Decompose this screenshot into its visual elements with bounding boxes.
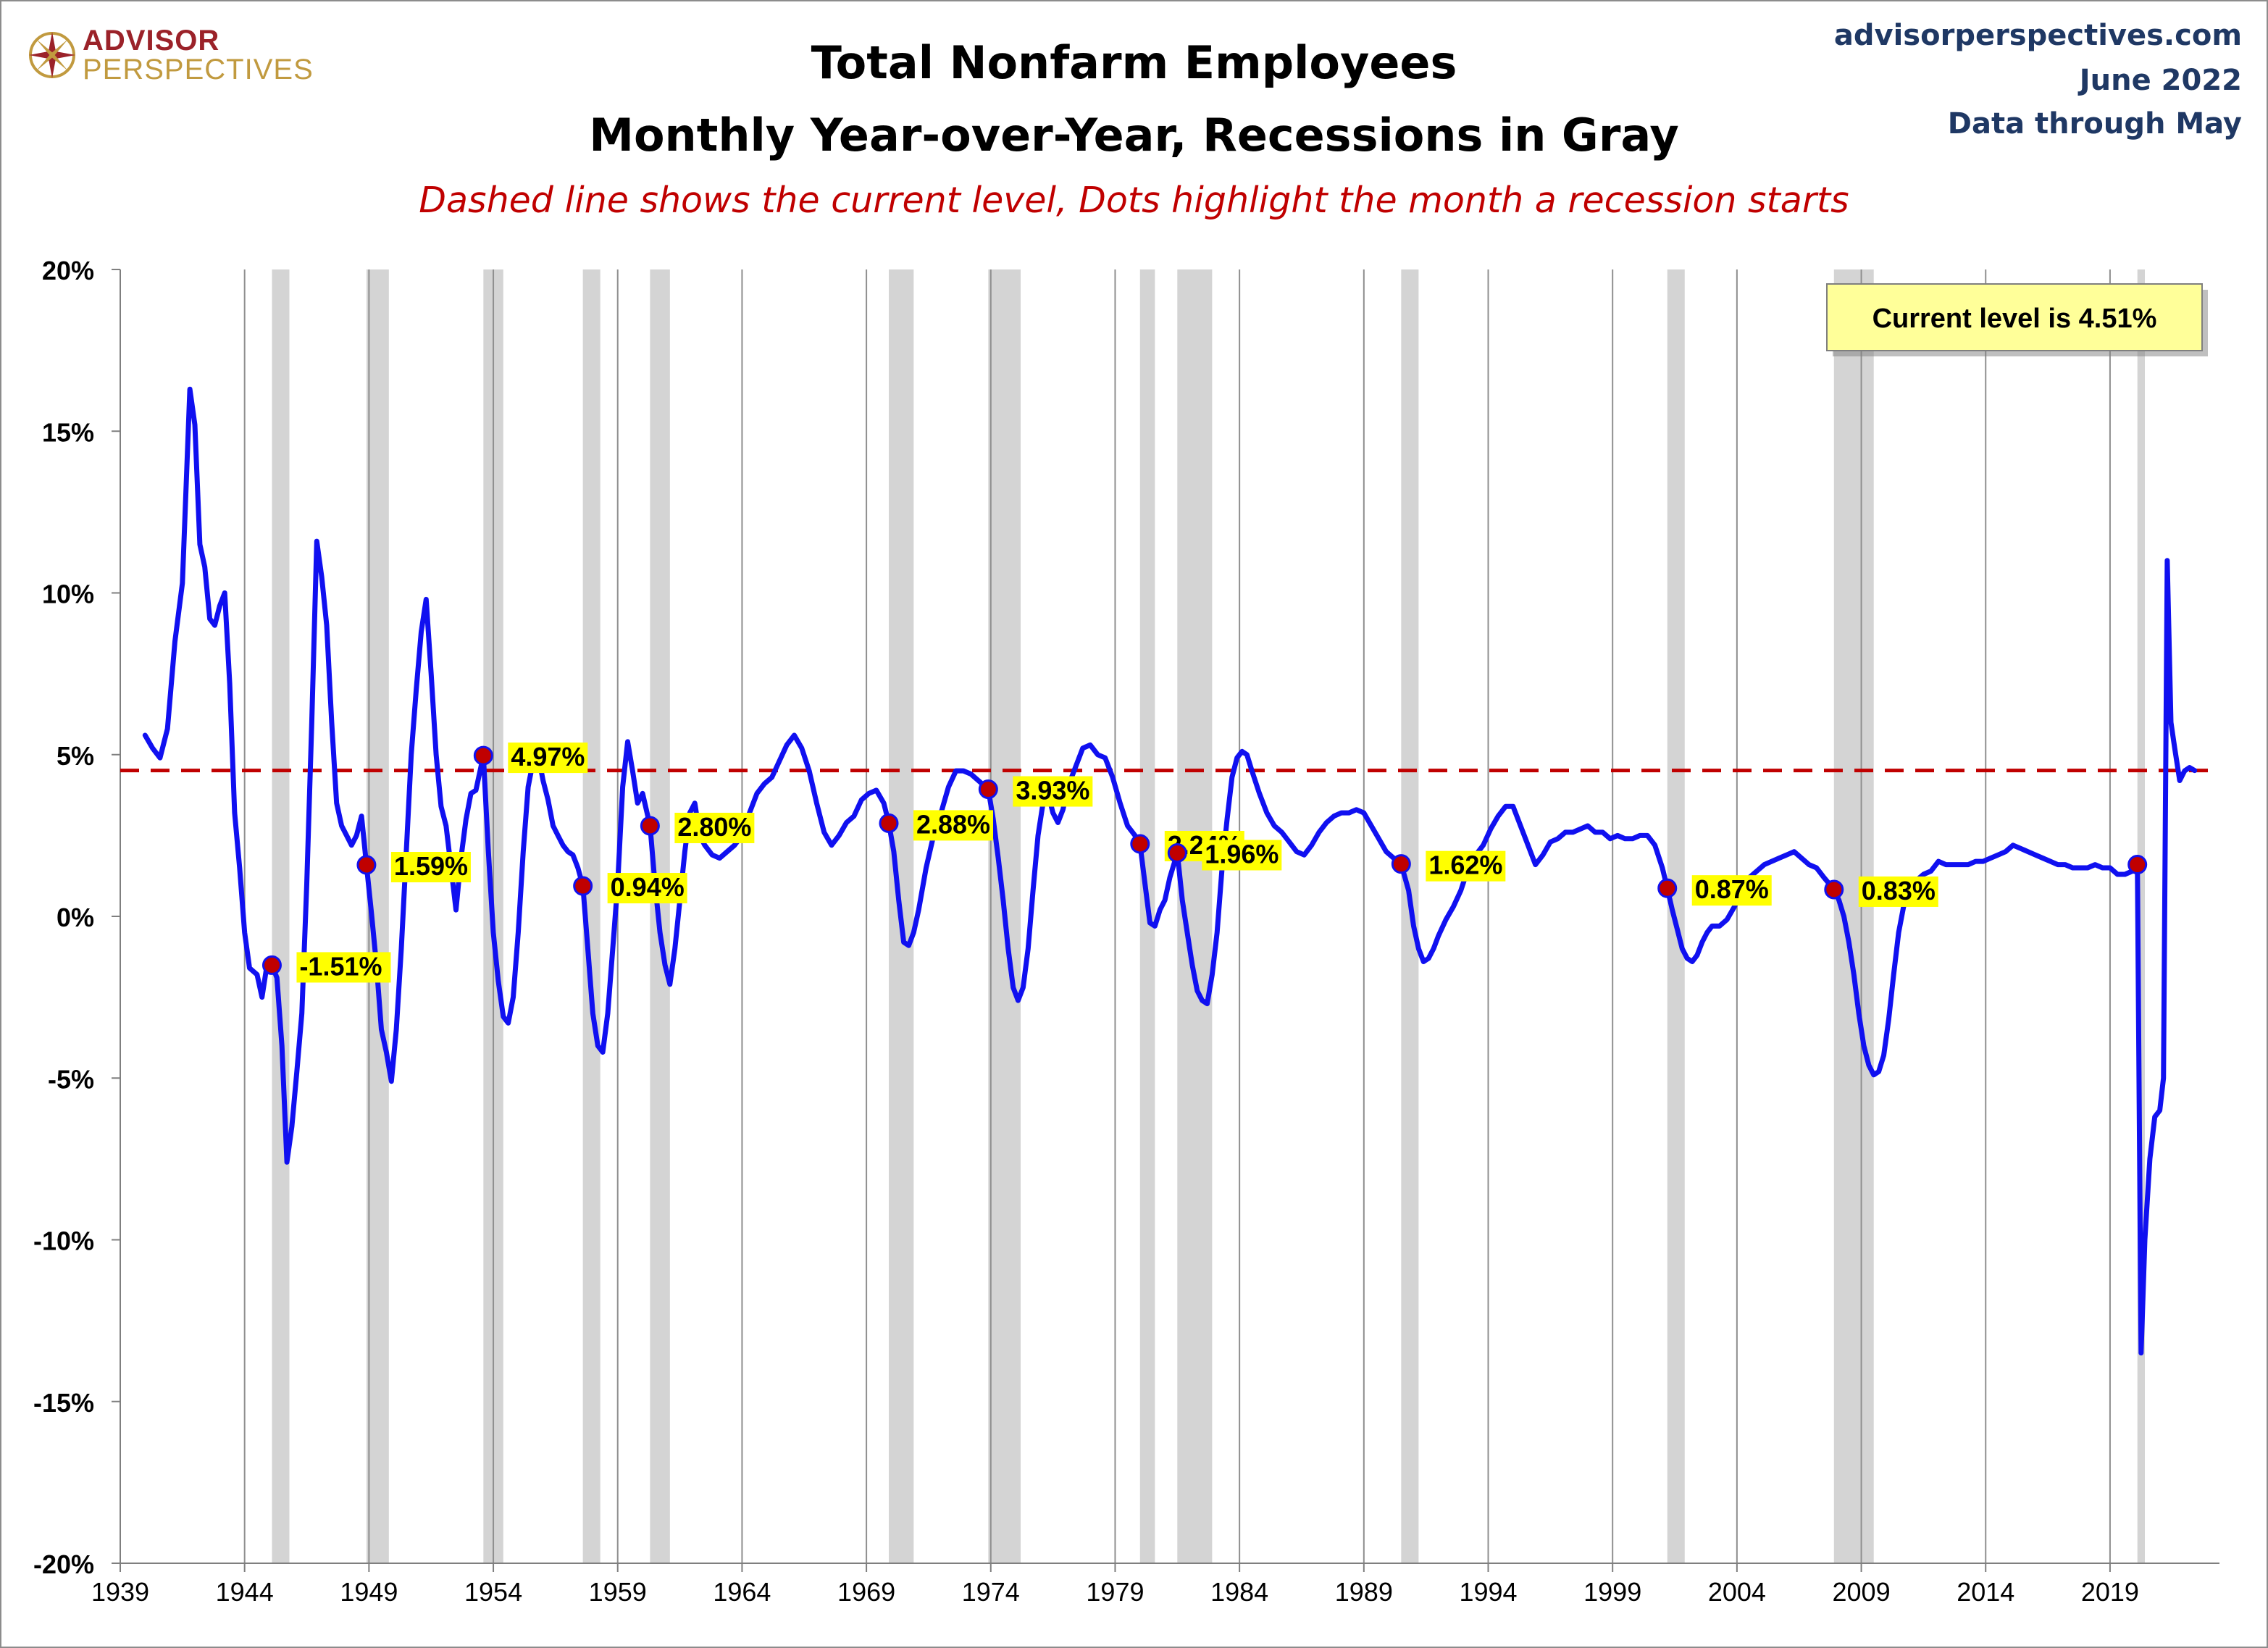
label-highlight	[913, 810, 993, 841]
x-tick-label: 1949	[340, 1577, 398, 1607]
recession-start-label: 0.94%	[607, 872, 687, 904]
recession-start-dot	[1657, 878, 1678, 898]
x-tick-label: 1979	[1086, 1577, 1144, 1607]
x-tick-label: 1989	[1335, 1577, 1393, 1607]
source-data-note: Data through May	[1947, 107, 2242, 141]
label-highlight	[1426, 850, 1506, 882]
label-highlight	[1691, 875, 1772, 906]
recession-start-dot	[978, 779, 998, 800]
y-tick-label: 20%	[42, 256, 94, 285]
callout-text: Current level is 4.51%	[1872, 304, 2157, 334]
chart-title: Total Nonfarm Employees	[811, 36, 1457, 89]
recession-start-label: 4.97%	[508, 742, 588, 774]
recession-start-label: -1.51%	[296, 951, 391, 983]
label-highlight	[1013, 776, 1093, 807]
source-date: June 2022	[2079, 64, 2242, 97]
current-level-callout: Current level is 4.51%	[1826, 283, 2208, 356]
label-text: -1.51%	[299, 951, 382, 981]
recession-start-dot	[573, 876, 593, 896]
recession-start-label: 1.59%	[390, 851, 471, 883]
chart-subtitle: Monthly Year-over-Year, Recessions in Gr…	[589, 109, 1679, 162]
logo-text-top: ADVISOR	[83, 25, 220, 57]
recession-start-dot	[261, 955, 282, 975]
label-highlight	[607, 873, 687, 904]
x-tick-label: 2004	[1708, 1577, 1766, 1607]
recession-start-dot	[356, 855, 377, 875]
x-tick-label: 2014	[1957, 1577, 2014, 1607]
x-tick-label: 1939	[91, 1577, 149, 1607]
label-text: 0.83%	[1862, 876, 1936, 905]
recession-band	[2137, 269, 2145, 1563]
label-highlight	[1202, 840, 1282, 871]
label-highlight	[674, 812, 755, 843]
compass-rose-icon	[29, 32, 75, 78]
x-tick-label: 1964	[713, 1577, 771, 1607]
callout-box	[1826, 283, 2203, 351]
x-tick-label: 1994	[1459, 1577, 1517, 1607]
label-highlight	[508, 743, 588, 774]
x-tick-label: 1974	[962, 1577, 1020, 1607]
label-text: 3.93%	[1016, 776, 1089, 806]
x-tick-label: 1944	[216, 1577, 274, 1607]
recession-start-label: 2.80%	[674, 812, 755, 843]
label-highlight	[296, 952, 391, 983]
recession-start-label: 0.87%	[1691, 874, 1772, 906]
recession-start-label: 3.93%	[1013, 776, 1093, 807]
x-tick-label: 1969	[837, 1577, 895, 1607]
chart-note: Dashed line shows the current level, Dot…	[419, 180, 1849, 221]
label-text: 0.94%	[611, 872, 685, 902]
recession-start-dot	[1391, 854, 1411, 874]
recession-band	[272, 269, 290, 1563]
label-text: 2.88%	[916, 809, 990, 839]
label-text: 0.87%	[1695, 874, 1769, 904]
advisor-perspectives-logo: ADVISOR PERSPECTIVES	[26, 25, 330, 90]
label-highlight	[390, 852, 471, 883]
y-tick-label: -5%	[48, 1064, 94, 1094]
x-tick-label: 2009	[1833, 1577, 1891, 1607]
recession-start-dot	[473, 745, 493, 766]
label-text: 1.59%	[394, 851, 468, 881]
x-tick-label: 1954	[464, 1577, 522, 1607]
recession-start-label: 0.83%	[1858, 876, 1938, 907]
recession-start-dot	[879, 813, 899, 833]
source-site: advisorperspectives.com	[1833, 19, 2242, 52]
label-text: 1.62%	[1428, 850, 1502, 880]
y-tick-label: 5%	[57, 741, 94, 771]
y-tick-label: 10%	[42, 580, 94, 609]
recession-start-dot	[640, 816, 660, 836]
recession-start-label: 1.96%	[1202, 839, 1282, 871]
logo-text-bottom: PERSPECTIVES	[83, 54, 314, 85]
x-tick-label: 1984	[1210, 1577, 1268, 1607]
recession-band	[1833, 269, 1874, 1563]
recession-start-dot	[1824, 879, 1844, 900]
y-tick-label: 0%	[57, 903, 94, 932]
y-tick-label: -20%	[33, 1549, 94, 1579]
label-text: 4.97%	[511, 742, 585, 771]
label-highlight	[1858, 876, 1938, 907]
recession-start-dot	[2127, 855, 2148, 875]
x-tick-label: 1999	[1583, 1577, 1641, 1607]
y-tick-label: -10%	[33, 1226, 94, 1256]
recession-start-dot	[1167, 842, 1187, 863]
x-tick-label: 2019	[2081, 1577, 2139, 1607]
recession-start-label: 2.88%	[913, 809, 993, 841]
y-tick-label: -15%	[33, 1388, 94, 1418]
label-text: 2.80%	[677, 812, 751, 842]
x-tick-label: 1959	[589, 1577, 647, 1607]
employment-yoy-line	[142, 386, 2198, 1356]
y-tick-label: 15%	[42, 417, 94, 447]
recession-start-label: 1.62%	[1426, 850, 1506, 882]
recession-start-dot	[1130, 834, 1150, 854]
label-text: 1.96%	[1205, 839, 1279, 869]
